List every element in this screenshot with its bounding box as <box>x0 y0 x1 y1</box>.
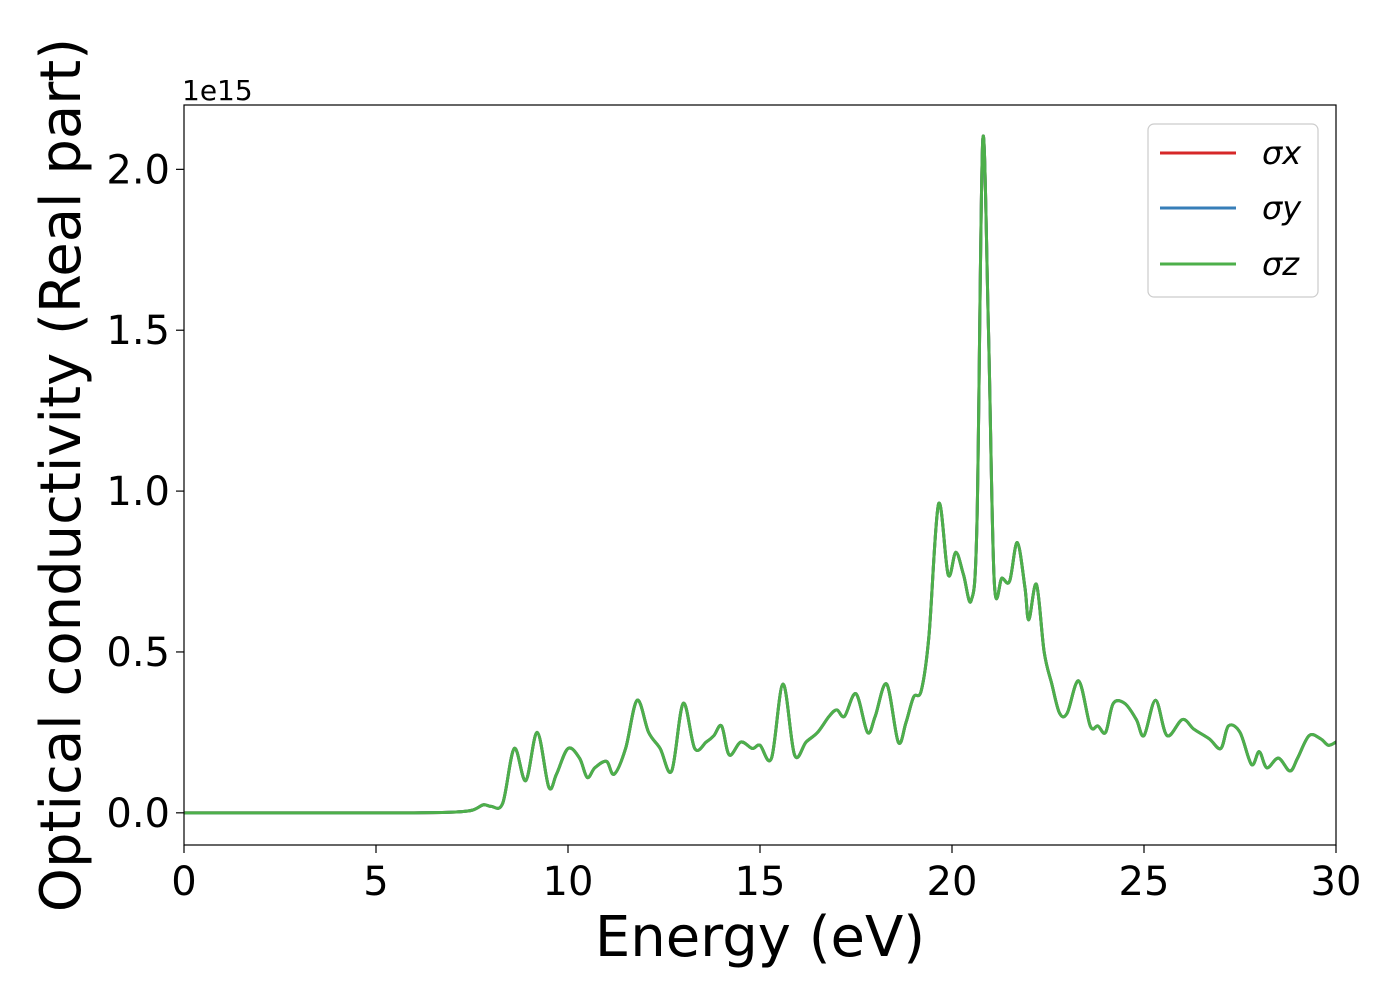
x-axis-label: Energy (eV) <box>595 905 925 970</box>
legend: σx σy σz <box>1147 123 1319 298</box>
x-tick-label: 20 <box>927 859 978 905</box>
y-tick-label: 1.0 <box>106 469 170 515</box>
series-line-sigma-z <box>184 134 1337 815</box>
plot-frame <box>183 104 1337 846</box>
x-tick-label: 0 <box>171 859 196 905</box>
x-axis-ticks: 0 5 10 15 20 25 30 <box>171 845 1361 905</box>
y-tick-label: 0.0 <box>106 791 170 837</box>
legend-label-sigma-z: σz <box>1262 245 1300 283</box>
legend-label-sigma-y: σy <box>1262 189 1302 227</box>
legend-label-sigma-x: σx <box>1262 134 1302 172</box>
y-offset-label: 1e15 <box>182 74 253 107</box>
x-tick-label: 10 <box>543 859 594 905</box>
y-tick-label: 0.5 <box>106 630 170 676</box>
y-tick-label: 2.0 <box>106 147 170 193</box>
y-axis-label: Optical conductivity (Real part) <box>29 38 94 912</box>
plot-lines <box>184 134 1337 815</box>
x-tick-label: 25 <box>1119 859 1170 905</box>
y-axis-ticks: 0.0 0.5 1.0 1.5 2.0 <box>106 147 184 837</box>
x-tick-label: 30 <box>1311 859 1362 905</box>
y-tick-label: 1.5 <box>106 308 170 354</box>
legend-box <box>1147 123 1319 298</box>
x-tick-label: 15 <box>735 859 786 905</box>
x-tick-label: 5 <box>363 859 388 905</box>
